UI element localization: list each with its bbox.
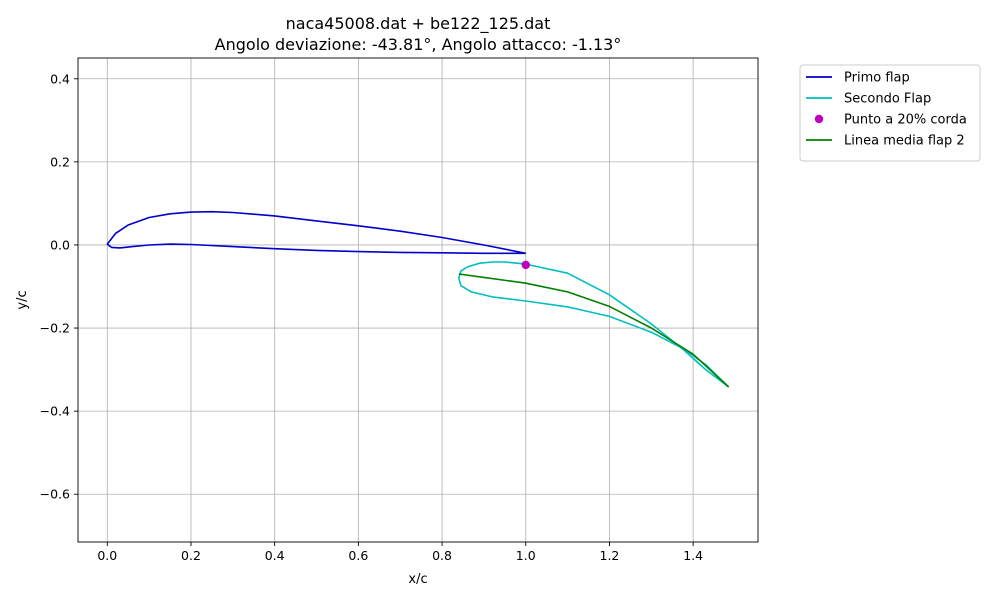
chart-title: naca45008.dat + be122_125.dat: [286, 14, 551, 34]
y-axis-label: y/c: [15, 290, 30, 309]
x-tick-label: 1.4: [683, 548, 703, 563]
legend-label: Primo flap: [844, 71, 910, 86]
chart-subtitle: Angolo deviazione: -43.81°, Angolo attac…: [215, 35, 622, 54]
y-tick-label: 0.0: [50, 237, 70, 252]
series-line: [458, 273, 730, 388]
x-tick-label: 0.4: [265, 548, 285, 563]
x-tick-label: 0.6: [348, 548, 368, 563]
plot-frame: [77, 57, 759, 543]
series-line: [457, 261, 730, 388]
legend-box: [799, 64, 981, 162]
legend-label: Linea media flap 2: [844, 134, 965, 149]
y-tick-label: 0.4: [50, 71, 70, 86]
y-tick-label: 0.2: [50, 154, 70, 169]
legend: Primo flap Secondo Flap Punto a 20% corda L…: [799, 64, 981, 162]
x-tick-label: 0.0: [97, 548, 117, 563]
x-tick-label: 0.2: [181, 548, 201, 563]
y-tick-label: −0.4: [40, 404, 70, 419]
legend-label: Punto a 20% corda: [844, 113, 967, 128]
x-tick-label: 1.2: [600, 548, 620, 563]
y-tick-label: −0.6: [40, 487, 70, 502]
x-axis-label: x/c: [408, 572, 427, 587]
plot-area: 0.0 0.2 0.4 0.6 0.8 1.0 1.2 1.4 0.4 0.2 0.0 −0.2 −0.…: [40, 57, 759, 563]
series-line: [106, 210, 526, 255]
legend-label: Secondo Flap: [844, 92, 931, 107]
legend-marker: [814, 114, 824, 124]
x-tick-label: 1.0: [516, 548, 536, 563]
x-tick-label: 0.8: [432, 548, 452, 563]
series-point: [521, 260, 530, 270]
y-tick-label: −0.2: [40, 321, 70, 336]
